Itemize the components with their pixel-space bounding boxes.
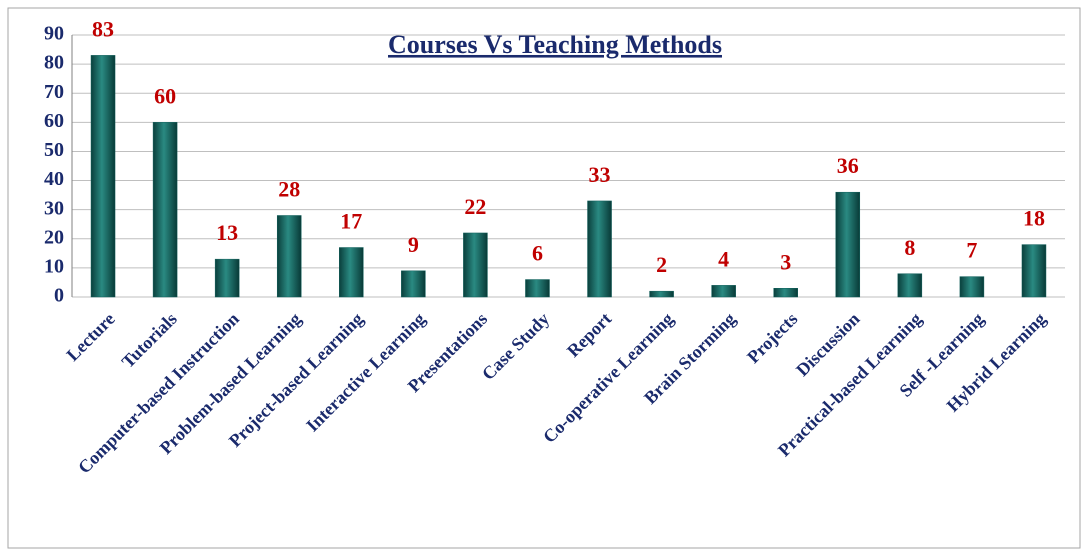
bar	[649, 290, 674, 298]
bar	[959, 276, 985, 298]
value-label: 9	[408, 232, 419, 257]
value-label: 60	[154, 83, 176, 108]
y-tick-label: 40	[44, 168, 64, 190]
y-tick-label: 30	[44, 197, 64, 219]
bar	[214, 258, 240, 298]
bar	[897, 273, 923, 298]
value-label: 2	[656, 252, 667, 277]
y-tick-label: 60	[44, 110, 64, 132]
bar	[525, 279, 550, 298]
value-label: 28	[278, 177, 300, 202]
bar	[835, 191, 861, 298]
value-label: 22	[464, 194, 486, 219]
value-label: 13	[216, 220, 238, 245]
value-label: 4	[718, 246, 729, 271]
value-label: 7	[966, 238, 977, 263]
chart-title: Courses Vs Teaching Methods	[388, 30, 722, 59]
value-label: 6	[532, 241, 543, 266]
y-tick-label: 50	[44, 139, 64, 161]
y-tick-label: 0	[54, 285, 64, 307]
bar	[276, 215, 302, 298]
bar	[587, 200, 612, 298]
bar	[711, 285, 736, 298]
bar	[90, 55, 116, 298]
bar	[339, 247, 364, 298]
bar	[152, 122, 178, 298]
bar	[1021, 244, 1047, 298]
y-tick-label: 70	[44, 81, 64, 103]
value-label: 83	[92, 16, 114, 41]
y-tick-label: 80	[44, 52, 64, 74]
y-tick-label: 20	[44, 226, 64, 248]
value-label: 36	[837, 153, 859, 178]
value-label: 17	[340, 209, 362, 234]
value-label: 8	[904, 235, 915, 260]
bar	[463, 232, 488, 298]
value-label: 3	[780, 249, 791, 274]
value-label: 18	[1023, 206, 1045, 231]
y-tick-label: 10	[44, 255, 64, 277]
bar	[401, 270, 426, 298]
y-tick-label: 90	[44, 23, 64, 45]
value-label: 33	[589, 162, 611, 187]
bar	[773, 288, 798, 298]
